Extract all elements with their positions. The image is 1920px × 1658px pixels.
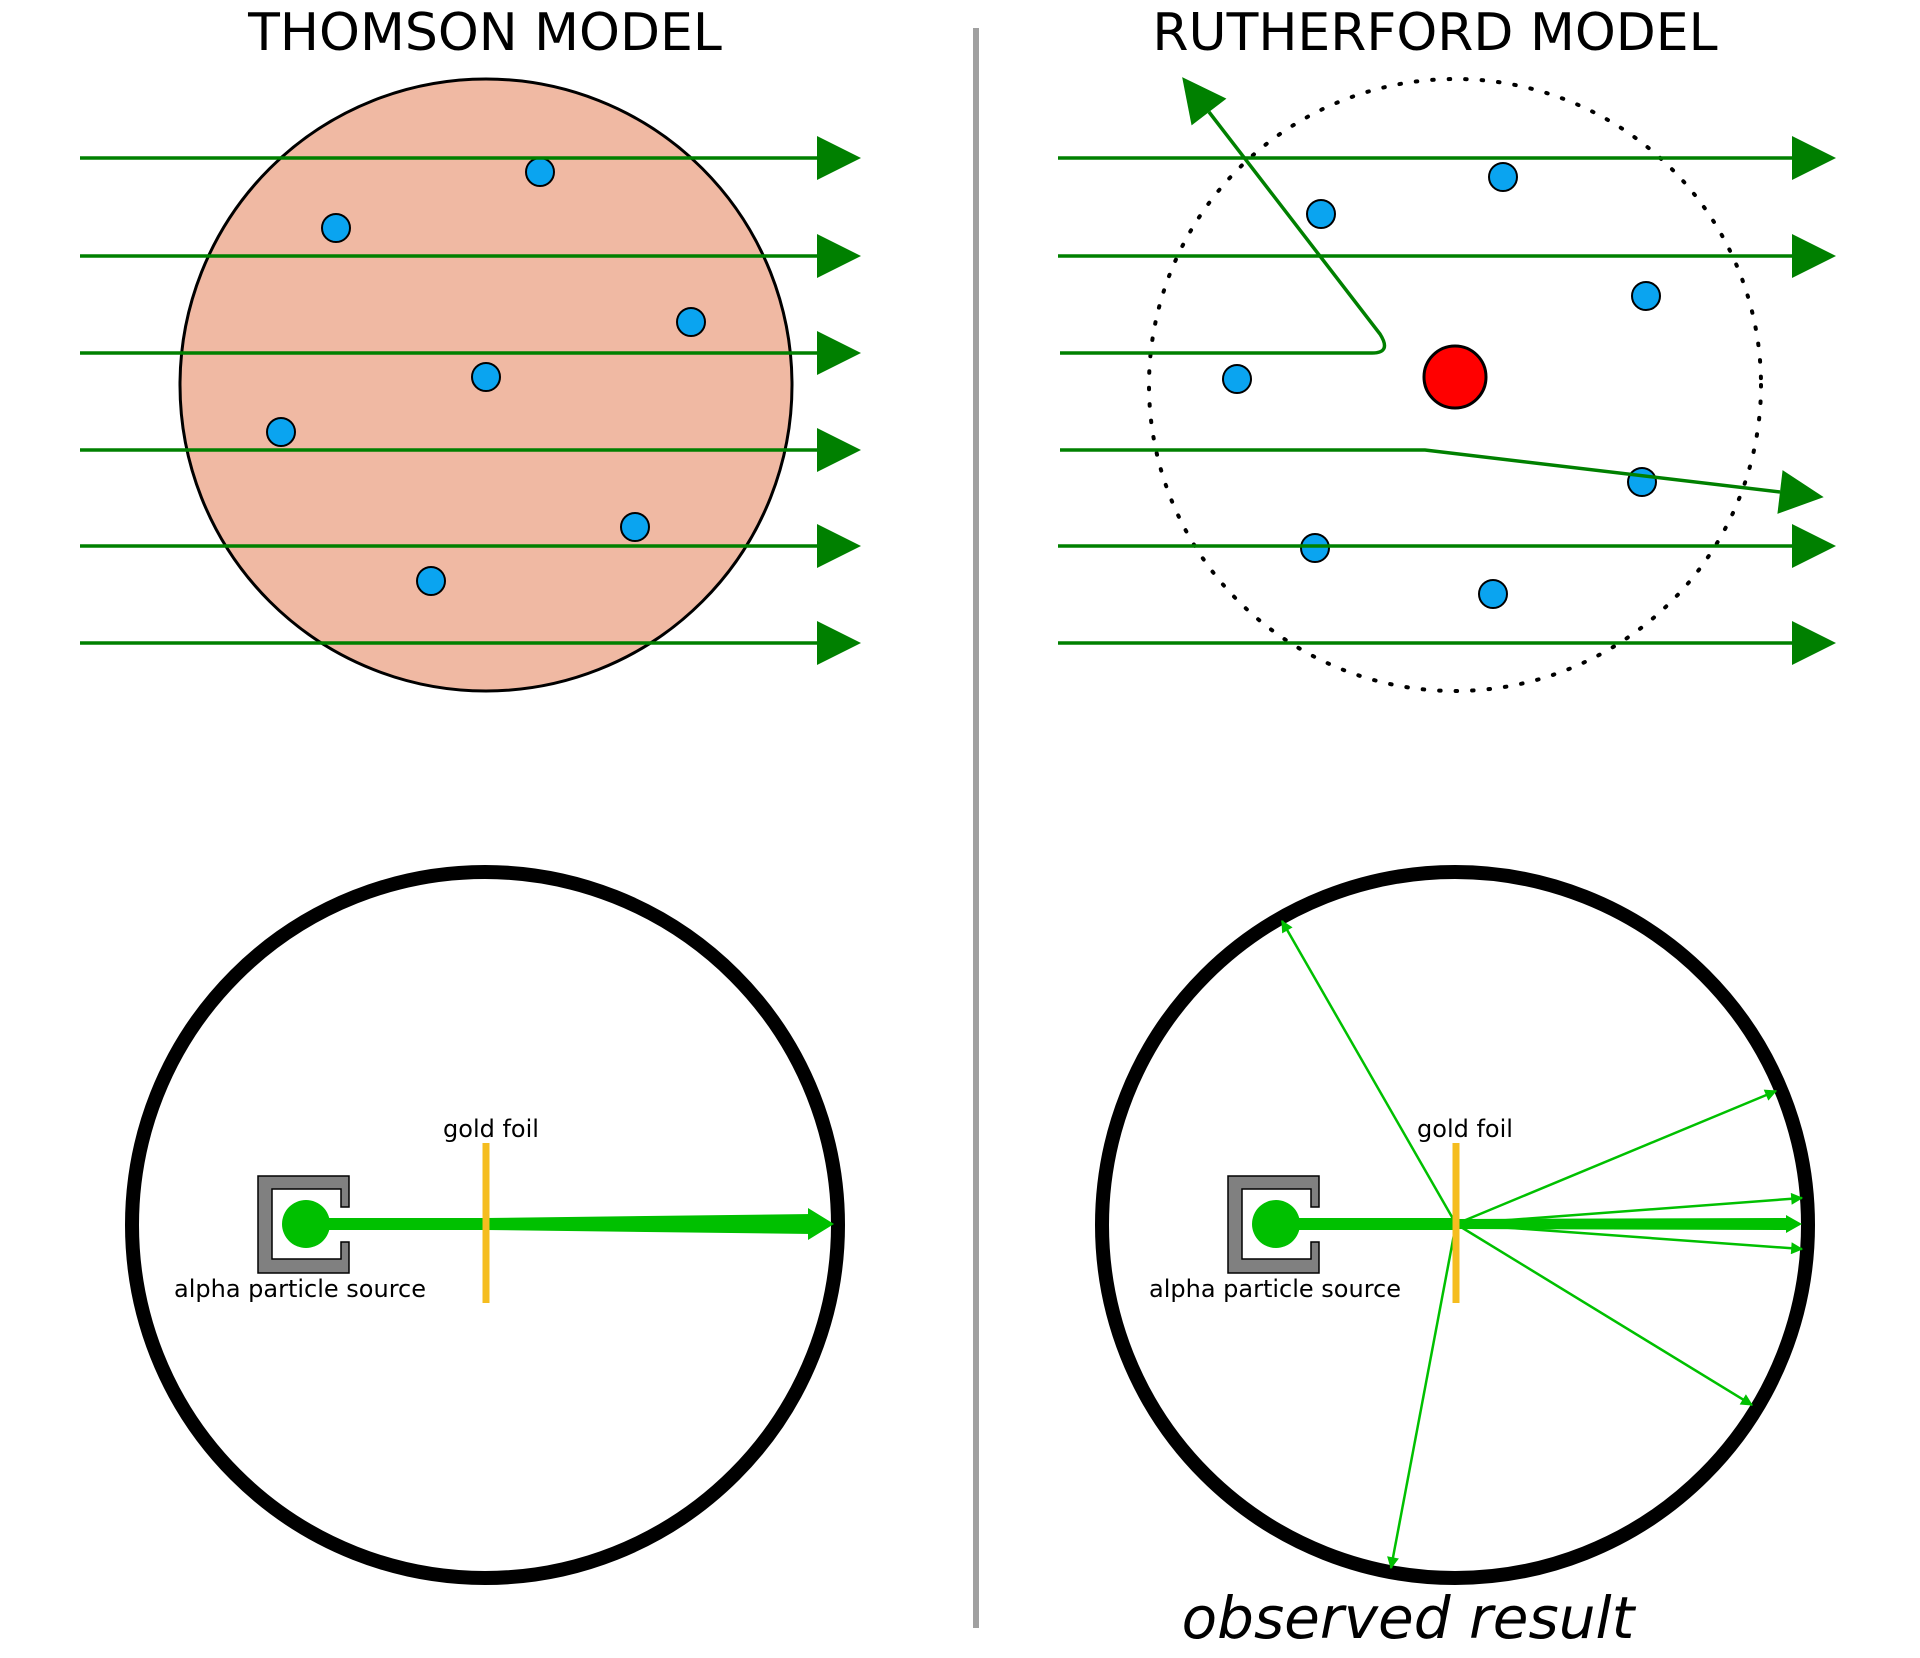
beam-arrowhead bbox=[1786, 1215, 1802, 1233]
electron bbox=[1306, 199, 1336, 229]
rutherford-experiment: gold foil alpha particle source observed… bbox=[1095, 865, 1815, 1652]
thomson-experiment: gold foil alpha particle source bbox=[125, 865, 845, 1585]
electron bbox=[1300, 533, 1330, 563]
alpha-source-label: alpha particle source bbox=[1149, 1275, 1401, 1303]
scattered-ray bbox=[1387, 1223, 1458, 1570]
observed-result-caption: observed result bbox=[1182, 1584, 1637, 1652]
thomson-trajectories bbox=[80, 136, 861, 665]
electron bbox=[1488, 162, 1518, 192]
electron bbox=[1627, 467, 1657, 497]
beam-arrowhead bbox=[808, 1208, 834, 1240]
detector-screen bbox=[1095, 865, 1815, 1585]
alpha-trajectory-backscatter bbox=[1060, 77, 1387, 355]
rutherford-model-title: RUTHERFORD MODEL bbox=[1152, 3, 1717, 63]
scattered-ray bbox=[1455, 1222, 1804, 1255]
electron bbox=[266, 417, 296, 447]
scattered-ray bbox=[1455, 1222, 1754, 1407]
alpha-source bbox=[282, 1200, 330, 1248]
nucleus bbox=[1422, 344, 1488, 410]
alpha-source-housing bbox=[1227, 1175, 1320, 1274]
scattered-ray bbox=[1455, 1089, 1778, 1226]
rutherford-electrons bbox=[1222, 162, 1661, 609]
electron bbox=[1631, 281, 1661, 311]
electron bbox=[1478, 579, 1508, 609]
alpha-beam-transmitted bbox=[1456, 1218, 1790, 1230]
scattered-ray bbox=[1455, 1192, 1804, 1226]
rutherford-atom bbox=[1058, 77, 1836, 693]
electron bbox=[1222, 364, 1252, 394]
alpha-source-label: alpha particle source bbox=[174, 1275, 426, 1303]
electron bbox=[321, 213, 351, 243]
electron bbox=[525, 157, 555, 187]
thomson-model-title: THOMSON MODEL bbox=[247, 3, 722, 63]
rutherford-trajectories bbox=[1058, 77, 1836, 665]
electron bbox=[471, 362, 501, 392]
electron bbox=[620, 512, 650, 542]
atom-boundary bbox=[1147, 77, 1763, 693]
gold-foil-label: gold foil bbox=[1417, 1115, 1513, 1143]
detector-screen bbox=[125, 865, 845, 1585]
electron bbox=[676, 307, 706, 337]
alpha-trajectory-deflected bbox=[1060, 448, 1824, 514]
scattered-rays bbox=[1280, 919, 1804, 1570]
electron bbox=[416, 566, 446, 596]
alpha-source bbox=[1252, 1200, 1300, 1248]
scattered-ray bbox=[1280, 919, 1458, 1225]
thomson-atom bbox=[80, 77, 861, 693]
alpha-source-housing bbox=[257, 1175, 350, 1274]
thomson-electrons bbox=[266, 157, 706, 596]
alpha-beam-transmitted bbox=[486, 1214, 813, 1234]
gold-foil-label: gold foil bbox=[443, 1115, 539, 1143]
